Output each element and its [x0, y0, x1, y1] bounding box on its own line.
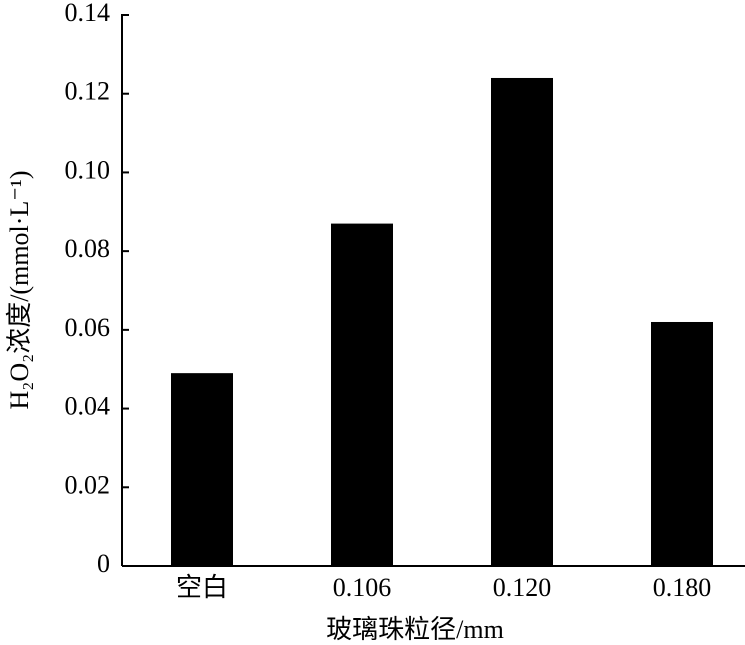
y-tick-label: 0.14 [65, 0, 111, 27]
y-tick-label: 0.04 [65, 392, 111, 421]
bar [651, 321, 713, 566]
bar [491, 77, 553, 566]
y-tick-label: 0 [97, 549, 110, 578]
y-tick-label: 0.08 [65, 234, 111, 263]
x-tick-label: 0.120 [493, 573, 552, 602]
bar [331, 223, 393, 567]
bar [171, 373, 233, 566]
y-tick-label: 0.02 [65, 470, 111, 499]
y-tick-label: 0.10 [65, 155, 111, 184]
x-axis-label: 玻璃珠粒径/mm [326, 615, 504, 644]
x-tick-label: 空白 [176, 573, 228, 602]
x-tick-label: 0.180 [653, 573, 712, 602]
y-axis-label: H₂O₂浓度/(mmol·L⁻¹) [5, 171, 34, 410]
y-tick-label: 0.06 [65, 313, 111, 342]
x-tick-label: 0.106 [333, 573, 392, 602]
y-tick-label: 0.12 [65, 77, 111, 106]
